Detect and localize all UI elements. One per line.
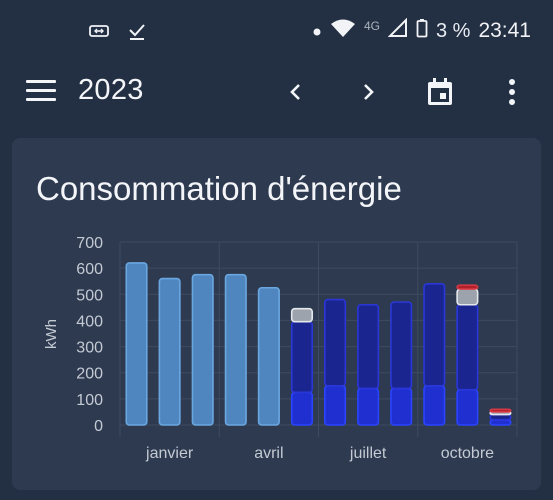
bar-segment[interactable]	[191, 273, 214, 426]
bar-segment[interactable]	[489, 408, 512, 413]
y-tick-label: 600	[76, 261, 103, 278]
chevron-right-icon[interactable]	[346, 70, 390, 114]
calendar-icon[interactable]	[418, 70, 462, 114]
y-tick-label: 500	[76, 287, 103, 304]
y-tick-label: 0	[94, 418, 103, 435]
x-tick-label: juillet	[349, 445, 387, 462]
wifi-icon	[330, 18, 356, 44]
energy-bar-chart: 0 100 200 300 400 500 600 700 kWh janvier avril jui…	[43, 235, 518, 462]
bar-segment[interactable]	[390, 387, 413, 426]
bar-segment[interactable]	[290, 307, 314, 323]
y-tick-label: 400	[76, 313, 103, 330]
energy-card: Consommation d'énergie 0 100 200 300 400 500 6…	[12, 138, 541, 490]
bar-segment[interactable]	[456, 288, 479, 306]
bar-segment[interactable]	[390, 301, 413, 390]
bar-segment[interactable]	[456, 388, 479, 426]
card-title: Consommation d'énergie	[36, 170, 402, 207]
y-tick-label: 100	[76, 392, 103, 409]
bar-segment[interactable]	[290, 320, 314, 394]
vibrate-icon	[88, 23, 110, 44]
bar-segment[interactable]	[323, 298, 347, 387]
bar-segment[interactable]	[125, 262, 148, 426]
x-tick-label: octobre	[441, 445, 494, 462]
bar-segment[interactable]	[357, 303, 380, 390]
bar-segment[interactable]	[423, 283, 446, 387]
network-type-label: 4G	[363, 19, 380, 33]
bar-segment[interactable]	[257, 286, 280, 426]
bar-segment[interactable]	[456, 303, 479, 391]
status-bar: 4G 3 % 23:41	[0, 0, 553, 64]
clock: 23:41	[478, 19, 531, 42]
bar-segment[interactable]	[224, 273, 247, 426]
x-tick-label: avril	[254, 445, 283, 462]
battery-icon	[416, 18, 428, 44]
bar-segment[interactable]	[357, 387, 380, 426]
menu-icon[interactable]	[26, 80, 56, 104]
more-vertical-icon[interactable]	[490, 70, 534, 114]
bar-segment[interactable]	[158, 277, 181, 426]
y-axis-label: kWh	[43, 319, 60, 349]
bar-segment[interactable]	[456, 284, 479, 290]
y-tick-label: 200	[76, 366, 103, 383]
cell-signal-icon	[387, 17, 408, 44]
bar-segment[interactable]	[423, 384, 446, 426]
app-bar: 2023	[0, 64, 553, 120]
page-title: 2023	[78, 74, 144, 106]
checkmark-icon	[128, 22, 146, 45]
notification-dot-icon	[312, 20, 322, 43]
chevron-left-icon[interactable]	[274, 70, 318, 114]
bar-segment[interactable]	[323, 384, 347, 426]
y-tick-label: 300	[76, 340, 103, 357]
battery-percent: 3 %	[435, 19, 471, 42]
y-tick-label: 700	[76, 235, 103, 252]
x-tick-label: janvier	[145, 445, 194, 462]
bar-segment[interactable]	[290, 391, 314, 426]
